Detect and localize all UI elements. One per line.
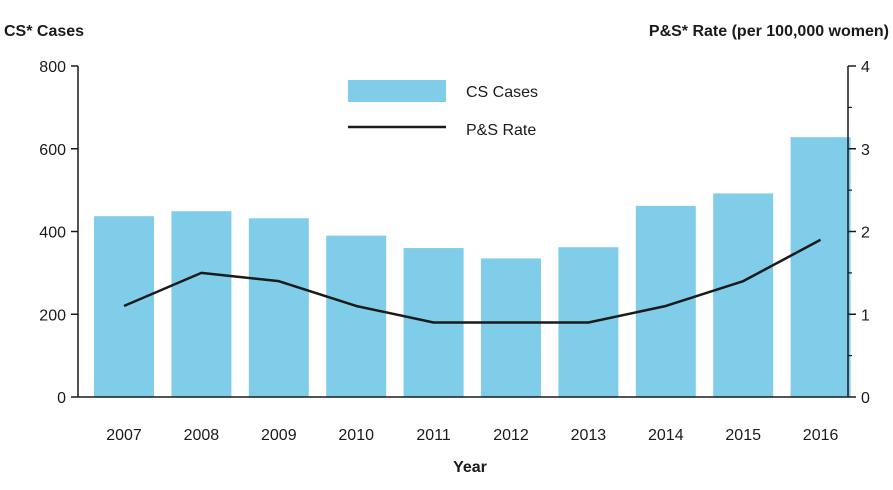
right-tick-label-2: 2 bbox=[861, 225, 870, 242]
left-axis-title: CS* Cases bbox=[4, 23, 84, 40]
x-tick-label-2011: 2011 bbox=[416, 427, 451, 444]
right-tick-label-0: 0 bbox=[861, 390, 870, 407]
x-tick-label-2015: 2015 bbox=[725, 427, 761, 444]
right-tick-label-3: 3 bbox=[861, 142, 870, 159]
bar-2014 bbox=[635, 205, 696, 397]
legend-label-cs-cases: CS Cases bbox=[466, 84, 538, 101]
x-tick-label-2007: 2007 bbox=[106, 427, 142, 444]
left-tick-label-400: 400 bbox=[39, 225, 66, 242]
x-tick-label-2014: 2014 bbox=[648, 427, 684, 444]
legend-label-ps-rate: P&S Rate bbox=[466, 122, 536, 139]
rate-line-layer bbox=[123, 238, 822, 324]
bar-2008 bbox=[171, 211, 232, 397]
legend-swatch-cs-cases bbox=[348, 80, 446, 102]
right-axis-title: P&S* Rate (per 100,000 women) bbox=[649, 23, 889, 40]
x-tick-label-2016: 2016 bbox=[803, 427, 839, 444]
ps-rate-line bbox=[123, 238, 822, 324]
bar-2016 bbox=[790, 137, 851, 398]
x-tick-label-2012: 2012 bbox=[493, 427, 529, 444]
legend: CS Cases P&S Rate bbox=[348, 80, 538, 139]
x-tick-label-2009: 2009 bbox=[261, 427, 297, 444]
bar-2012 bbox=[481, 258, 541, 397]
left-tick-label-600: 600 bbox=[39, 142, 66, 159]
axes: 2007 2008 2009 2010 2011 2012 2013 2014 2015 2016… bbox=[39, 59, 870, 444]
right-tick-label-4: 4 bbox=[861, 59, 870, 76]
bar-2007 bbox=[94, 216, 154, 397]
left-tick-label-0: 0 bbox=[57, 390, 66, 407]
x-tick-label-2008: 2008 bbox=[184, 427, 220, 444]
left-tick-label-800: 800 bbox=[39, 59, 66, 76]
bar-2010 bbox=[326, 235, 387, 397]
right-tick-label-1: 1 bbox=[861, 307, 870, 324]
x-tick-label-2010: 2010 bbox=[338, 427, 374, 444]
bars bbox=[94, 137, 851, 398]
left-tick-label-200: 200 bbox=[39, 307, 66, 324]
bar-2009 bbox=[248, 218, 309, 397]
bar-2015 bbox=[713, 193, 774, 397]
x-tick-label-2013: 2013 bbox=[571, 427, 607, 444]
x-axis-title: Year bbox=[453, 459, 487, 476]
